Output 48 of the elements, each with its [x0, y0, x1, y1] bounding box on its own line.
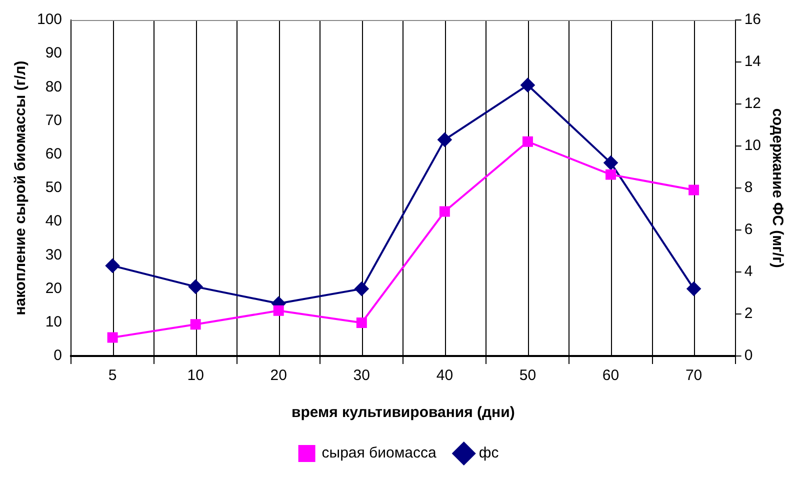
y-tick-label: 100 — [36, 11, 62, 28]
y2-tick-label: 0 — [744, 347, 753, 364]
y2-tick-label: 8 — [744, 179, 753, 196]
x-tick-label: 50 — [519, 367, 536, 384]
x-tick-label: 10 — [187, 367, 204, 384]
point — [188, 280, 203, 294]
x-tick-label: 30 — [353, 367, 370, 384]
point — [520, 78, 535, 92]
x-tick-label: 5 — [108, 367, 117, 384]
point — [190, 319, 201, 330]
legend-label: сырая биомасса — [322, 444, 438, 462]
point — [688, 184, 700, 196]
y-tick-label: 10 — [45, 314, 62, 331]
y-tick-label: 0 — [54, 347, 62, 364]
point — [354, 282, 369, 296]
point — [107, 332, 118, 343]
point — [522, 136, 533, 147]
x-tick-label: 60 — [602, 367, 620, 384]
x-axis-title: время культивирования (дни) — [292, 404, 515, 422]
y-tick-label: 80 — [45, 78, 62, 96]
y-tick-label: 40 — [45, 212, 62, 230]
y2-tick-label: 4 — [744, 263, 753, 280]
point — [686, 282, 701, 296]
y2-tick-label: 10 — [744, 137, 762, 154]
point — [606, 169, 616, 180]
y-tick-label: 60 — [45, 146, 62, 163]
y-tick-label: 50 — [45, 179, 62, 196]
y2-tick-label: 6 — [744, 221, 753, 238]
point — [273, 305, 284, 316]
point — [439, 206, 450, 217]
x-tick-label: 20 — [270, 367, 287, 384]
y-tick-label: 20 — [45, 280, 62, 297]
y-axis-title: накопление сырой биомассы (г/л) — [12, 60, 30, 316]
y2-tick-label: 14 — [744, 53, 762, 70]
y-tick-label: 30 — [45, 246, 62, 264]
point — [604, 156, 618, 170]
y-tick-label: 70 — [45, 112, 62, 129]
y2-tick-label: 12 — [744, 95, 762, 112]
x-tick-label: 70 — [685, 367, 702, 384]
y2-tick-label: 16 — [744, 11, 762, 28]
legend-label: фс — [478, 444, 500, 462]
y-tick-label: 90 — [45, 44, 62, 62]
point — [438, 132, 452, 147]
point — [356, 317, 367, 328]
y2-tick-label: 2 — [744, 305, 753, 322]
x-tick-label: 40 — [436, 367, 454, 384]
y2-axis-title: содержание ФС (мг/г) — [768, 108, 786, 268]
point — [106, 258, 120, 273]
